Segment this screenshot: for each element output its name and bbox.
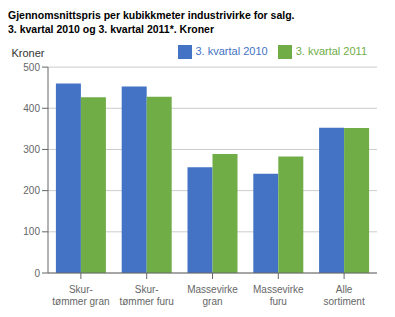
- svg-text:500: 500: [23, 62, 40, 73]
- html-text:3. kvartal 2010: 3. kvartal 2010: [195, 45, 268, 57]
- svg-text:200: 200: [23, 185, 40, 196]
- svg-text:Massevirkegran: Massevirkegran: [187, 284, 238, 307]
- html-text:Gjennomsnittspris per kubikkme: Gjennomsnittspris per kubikkmeter indust…: [8, 9, 295, 21]
- svg-text:Kroner: Kroner: [11, 47, 44, 59]
- html-text:3. kvartal 2010 og 3. kvartal: 3. kvartal 2010 og 3. kvartal 2011*. Kro…: [8, 23, 214, 35]
- svg-text:Massevirkefuru: Massevirkefuru: [253, 284, 304, 307]
- html-text:3. kvartal 2011: 3. kvartal 2011: [295, 45, 367, 57]
- svg-text:300: 300: [23, 144, 40, 155]
- svg-text:100: 100: [23, 226, 40, 237]
- svg-text:0: 0: [34, 268, 40, 279]
- svg-text:Skur-tømmer gran: Skur-tømmer gran: [52, 284, 109, 307]
- svg-text:Skur-tømmer furu: Skur-tømmer furu: [119, 284, 173, 307]
- svg-text:Allesortiment: Allesortiment: [324, 284, 365, 307]
- svg-text:400: 400: [23, 103, 40, 114]
